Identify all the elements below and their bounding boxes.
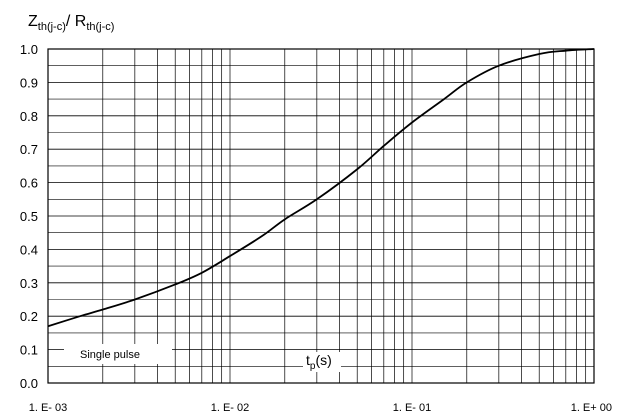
y-axis-label-sub: th(j-c) — [38, 21, 66, 33]
x-tick-label: 1. E- 01 — [393, 402, 432, 414]
tick-labels: 0.0 0.1 0.2 0.3 0.4 0.5 0.6 0.7 0.8 0.9 1.0 1. E- 0… — [20, 42, 612, 414]
y-tick-label: 0.5 — [20, 209, 38, 224]
y-tick-label: 0.0 — [20, 376, 38, 391]
single-pulse-annotation: Single pulse — [80, 349, 140, 361]
plot-frame — [47, 48, 595, 384]
y-axis-label-sub2: th(j-c) — [86, 21, 114, 33]
x-axis-label: tp(s) — [306, 352, 332, 372]
y-tick-label: 0.2 — [20, 309, 38, 324]
series-line — [47, 48, 595, 328]
y-axis-label-sep: / R — [66, 13, 86, 30]
grid-lines — [47, 48, 594, 384]
y-tick-label: 1.0 — [20, 42, 38, 57]
y-axis-label-main: Z — [28, 13, 38, 30]
y-axis-label: Zth(j-c)/ Rth(j-c) — [28, 13, 114, 33]
x-axis-label-sub: p — [310, 361, 316, 372]
x-tick-label: 1. E+ 00 — [571, 402, 612, 414]
x-axis-label-main: t — [306, 352, 310, 368]
y-tick-label: 0.6 — [20, 176, 38, 191]
annotation-background — [64, 344, 172, 364]
y-tick-label: 0.7 — [20, 142, 38, 157]
y-tick-label: 0.9 — [20, 75, 38, 90]
y-tick-label: 0.3 — [20, 276, 38, 291]
x-tick-label: 1. E- 02 — [211, 402, 250, 414]
x-tick-label: 1. E- 03 — [29, 402, 68, 414]
y-tick-label: 0.4 — [20, 242, 38, 257]
y-tick-label: 0.1 — [20, 343, 38, 358]
x-axis-label-tail: (s) — [315, 352, 331, 368]
y-tick-label: 0.8 — [20, 109, 38, 124]
x-axis-label-background — [303, 352, 341, 372]
